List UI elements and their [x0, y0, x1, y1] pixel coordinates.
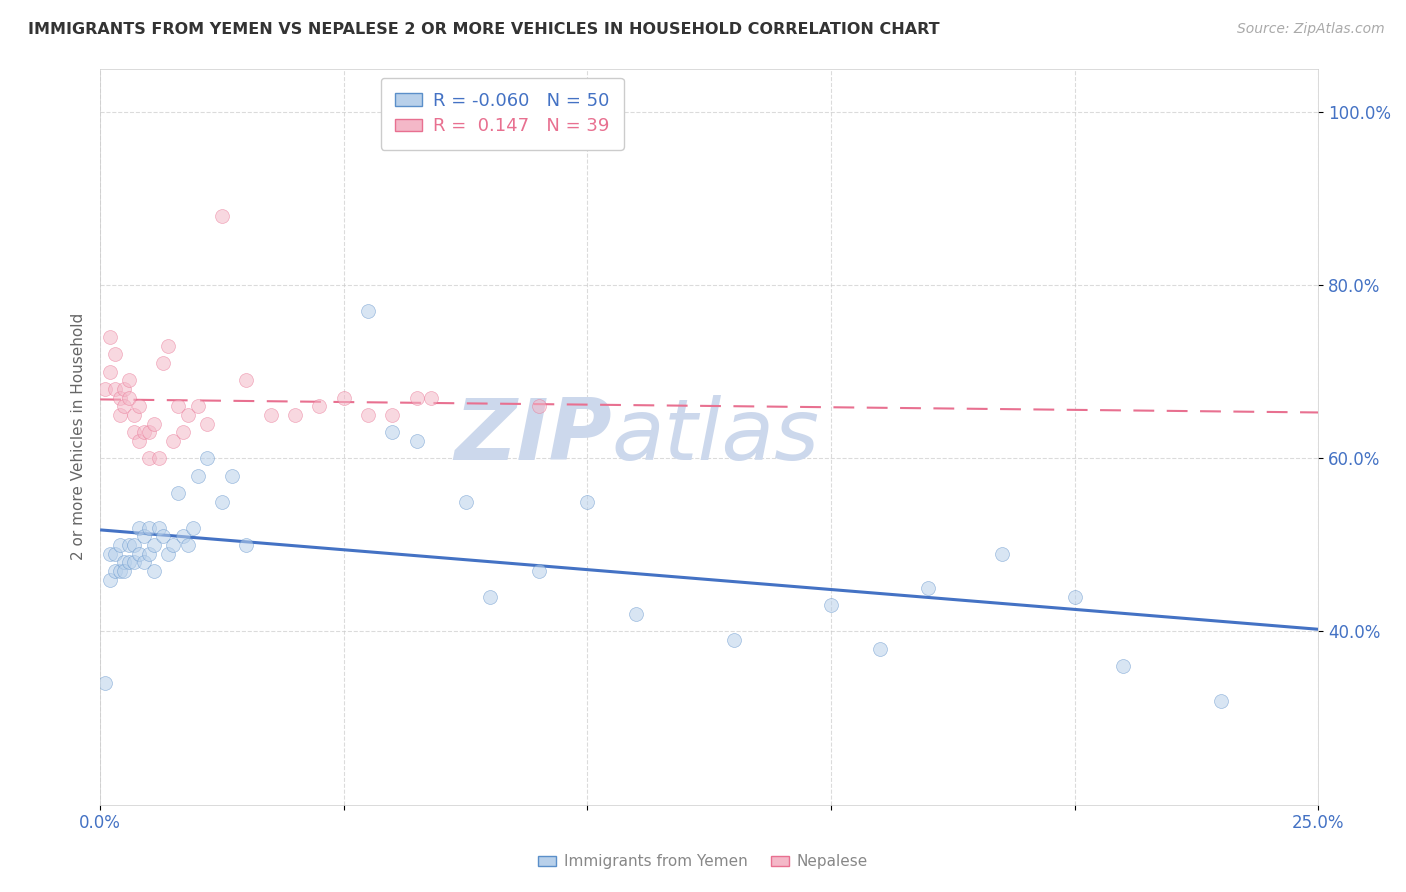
Point: [94, 676, 117, 690]
Point: [357, 304, 380, 318]
Point: [152, 356, 174, 370]
Text: atlas: atlas: [612, 395, 820, 478]
Point: [118, 391, 141, 405]
Point: [177, 408, 200, 422]
Point: [128, 399, 150, 413]
Point: [142, 417, 165, 431]
Point: [128, 547, 150, 561]
Point: [114, 564, 136, 578]
Point: [108, 408, 131, 422]
Point: [167, 486, 190, 500]
Legend: Immigrants from Yemen, Nepalese: Immigrants from Yemen, Nepalese: [531, 848, 875, 875]
Point: [357, 408, 380, 422]
Text: Source: ZipAtlas.com: Source: ZipAtlas.com: [1237, 22, 1385, 37]
Point: [98, 330, 121, 344]
Point: [235, 373, 257, 387]
Point: [132, 555, 155, 569]
Point: [108, 391, 131, 405]
Text: ZIP: ZIP: [454, 395, 612, 478]
Point: [122, 538, 145, 552]
Point: [104, 347, 127, 361]
Point: [1209, 694, 1232, 708]
Point: [167, 399, 190, 413]
Point: [122, 425, 145, 440]
Point: [1063, 590, 1085, 604]
Point: [104, 564, 127, 578]
Point: [128, 520, 150, 534]
Point: [138, 547, 160, 561]
Point: [405, 434, 427, 448]
Point: [211, 494, 233, 508]
Point: [118, 555, 141, 569]
Point: [221, 468, 243, 483]
Point: [138, 451, 160, 466]
Point: [187, 399, 209, 413]
Point: [308, 399, 330, 413]
Point: [152, 529, 174, 543]
Point: [138, 520, 160, 534]
Point: [527, 564, 550, 578]
Point: [114, 555, 136, 569]
Point: [142, 564, 165, 578]
Point: [98, 365, 121, 379]
Point: [172, 425, 194, 440]
Point: [381, 408, 404, 422]
Point: [420, 391, 443, 405]
Point: [284, 408, 307, 422]
Point: [162, 434, 184, 448]
Point: [187, 468, 209, 483]
Point: [478, 590, 501, 604]
Point: [157, 339, 180, 353]
Point: [162, 538, 184, 552]
Point: [128, 434, 150, 448]
Point: [148, 520, 170, 534]
Point: [108, 564, 131, 578]
Point: [104, 547, 127, 561]
Point: [195, 417, 218, 431]
Point: [260, 408, 283, 422]
Point: [381, 425, 404, 440]
Point: [157, 547, 180, 561]
Point: [195, 451, 218, 466]
Point: [235, 538, 257, 552]
Point: [114, 382, 136, 396]
Point: [177, 538, 200, 552]
Point: [118, 373, 141, 387]
Point: [454, 494, 477, 508]
Legend: R = -0.060   N = 50, R =  0.147   N = 39: R = -0.060 N = 50, R = 0.147 N = 39: [381, 78, 624, 150]
Point: [990, 547, 1012, 561]
Point: [118, 538, 141, 552]
Point: [917, 581, 939, 595]
Point: [869, 641, 891, 656]
Point: [108, 538, 131, 552]
Point: [122, 408, 145, 422]
Point: [576, 494, 599, 508]
Point: [132, 425, 155, 440]
Point: [138, 425, 160, 440]
Point: [148, 451, 170, 466]
Point: [94, 382, 117, 396]
Point: [122, 555, 145, 569]
Point: [172, 529, 194, 543]
Point: [181, 520, 204, 534]
Point: [1112, 659, 1135, 673]
Y-axis label: 2 or more Vehicles in Household: 2 or more Vehicles in Household: [72, 313, 86, 560]
Point: [98, 547, 121, 561]
Point: [142, 538, 165, 552]
Point: [132, 529, 155, 543]
Point: [332, 391, 354, 405]
Point: [104, 382, 127, 396]
Point: [405, 391, 427, 405]
Point: [527, 399, 550, 413]
Point: [820, 599, 842, 613]
Text: IMMIGRANTS FROM YEMEN VS NEPALESE 2 OR MORE VEHICLES IN HOUSEHOLD CORRELATION CH: IMMIGRANTS FROM YEMEN VS NEPALESE 2 OR M…: [28, 22, 939, 37]
Point: [624, 607, 647, 622]
Point: [114, 399, 136, 413]
Point: [211, 209, 233, 223]
Point: [98, 573, 121, 587]
Point: [723, 633, 745, 648]
